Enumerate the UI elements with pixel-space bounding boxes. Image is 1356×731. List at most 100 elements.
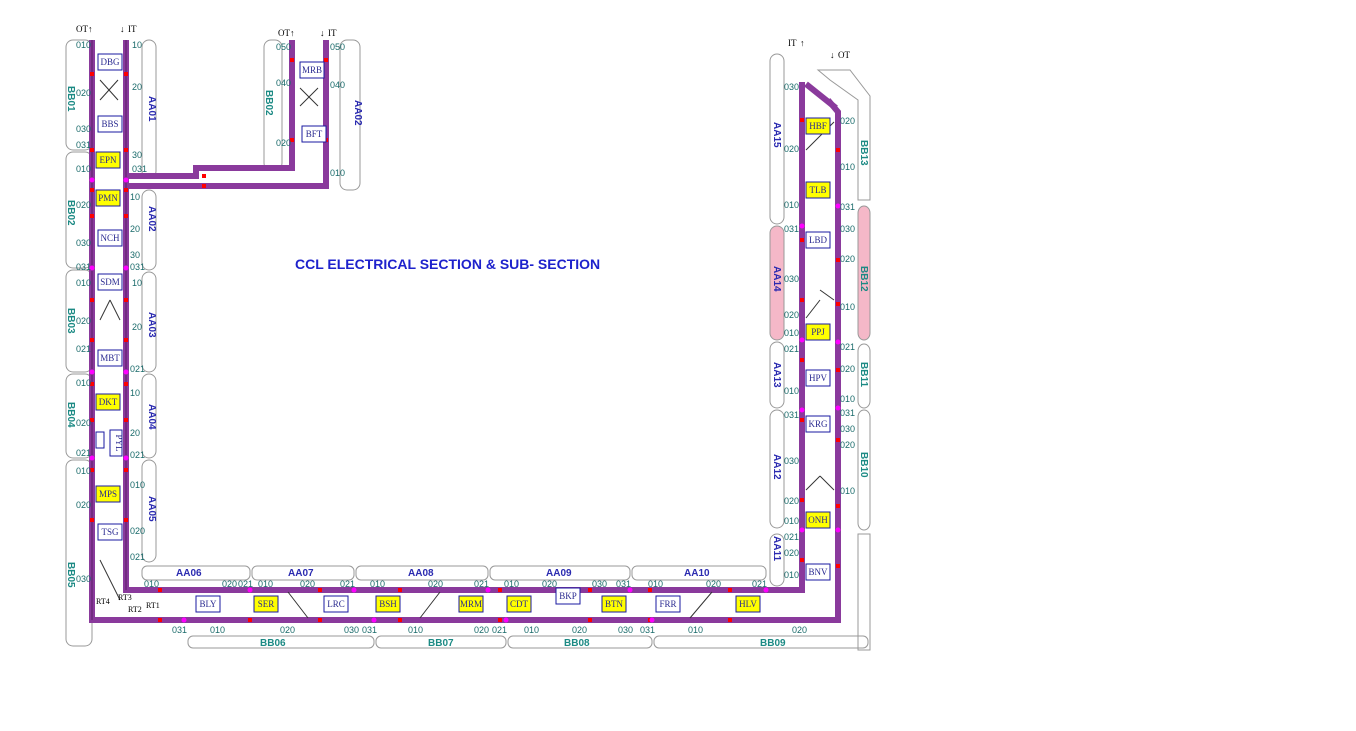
station-box	[601, 595, 627, 613]
station-code: PPJ	[811, 327, 825, 337]
station-dkt: DKT	[95, 393, 121, 411]
aa14-outline	[769, 225, 785, 341]
aa04-outline	[141, 373, 157, 459]
subsection-aa09: 030	[592, 579, 607, 589]
aa11-outline	[769, 533, 785, 587]
section-marker	[318, 588, 322, 592]
section-marker	[800, 118, 804, 122]
junction-marker	[835, 203, 841, 209]
junction-marker	[371, 617, 377, 623]
subsection-bb07: 021	[492, 625, 507, 635]
right-bottom-outline	[857, 533, 871, 651]
arrow-up-icon: ↑	[290, 28, 295, 38]
section-aa09: AA09	[546, 568, 572, 579]
route-label: RT1	[146, 601, 160, 610]
subsection-aa11: 021	[784, 532, 799, 542]
station-cdt: CDT	[506, 595, 532, 613]
station-mrb: MRB	[299, 61, 325, 79]
section-marker	[124, 298, 128, 302]
station-bsh: BSH	[375, 595, 401, 613]
station-bbs: BBS	[97, 115, 123, 133]
junction-marker	[89, 455, 95, 461]
station-code: DBG	[100, 57, 120, 67]
subsection-aa01: 20	[132, 82, 142, 92]
direction-mid-ot: OT ↑	[278, 28, 295, 38]
junction-marker	[835, 339, 841, 345]
station-nch: NCH	[97, 229, 123, 247]
section-aa07: AA07	[288, 568, 314, 579]
station-code: HPV	[809, 373, 828, 383]
station-box	[805, 181, 831, 199]
section-marker	[800, 498, 804, 502]
spur-it-track	[126, 40, 329, 189]
section-aa10: AA10	[684, 568, 710, 579]
subsection-aa02: 10	[130, 192, 140, 202]
section-marker	[648, 588, 652, 592]
section-marker	[90, 148, 94, 152]
station-lbd: LBD	[805, 231, 831, 249]
subsection-aa10: 020	[706, 579, 721, 589]
crossover-line	[299, 87, 319, 107]
bb09-outline	[653, 635, 869, 649]
station-box	[95, 189, 121, 207]
subsection-aa02: 20	[130, 224, 140, 234]
subsection-bb11: 020	[840, 364, 855, 374]
direction-left-it: ↓ IT	[120, 24, 137, 34]
diagram-title: CCL ELECTRICAL SECTION & SUB- SECTION	[295, 256, 601, 272]
aa10-outline	[631, 565, 767, 581]
section-marker	[318, 618, 322, 622]
aa02-top-outline	[339, 39, 361, 191]
section-marker	[90, 468, 94, 472]
junction-marker	[799, 407, 805, 413]
station-bft: BFT	[301, 125, 327, 143]
section-marker	[728, 618, 732, 622]
subsection-bb11: 010	[840, 394, 855, 404]
section-aa06: AA06	[176, 568, 202, 579]
section-marker	[588, 618, 592, 622]
bb12-outline	[857, 205, 871, 341]
subsection-bb05: 020	[76, 500, 91, 510]
station-box	[805, 415, 831, 433]
section-marker	[90, 518, 94, 522]
station-code: DKT	[99, 397, 118, 407]
section-marker	[836, 148, 840, 152]
direction-label: IT	[128, 24, 137, 34]
section-bb12: BB12	[858, 266, 869, 292]
subsection-aa15: 010	[784, 200, 799, 210]
station-box	[97, 349, 123, 367]
station-lrc: LRC	[323, 595, 349, 613]
aa02-outline	[141, 189, 157, 271]
section-bb02: BB02	[263, 90, 274, 116]
bb07-outline	[375, 635, 507, 649]
station-code: BBS	[101, 119, 118, 129]
subsection-aa04: 20	[130, 428, 140, 438]
station-code: FRR	[659, 599, 676, 609]
subsection-bb02-top: 050	[276, 42, 291, 52]
subsection-aa06: 021	[238, 579, 253, 589]
station-ser: SER	[253, 595, 279, 613]
section-marker	[836, 564, 840, 568]
station-box	[97, 523, 123, 541]
section-marker	[124, 188, 128, 192]
station-code: CDT	[510, 599, 529, 609]
subsection-aa15: 020	[784, 144, 799, 154]
subsection-bb09: 020	[792, 625, 807, 635]
subsection-aa02: 031	[130, 262, 145, 272]
station-box	[97, 273, 123, 291]
station-code: SER	[258, 599, 275, 609]
subsection-aa08: 010	[370, 579, 385, 589]
subsection-aa05: 020	[130, 526, 145, 536]
section-marker	[90, 382, 94, 386]
subsection-bb13: 031	[840, 202, 855, 212]
section-marker	[124, 468, 128, 472]
section-marker	[290, 58, 294, 62]
aa08-outline	[355, 565, 489, 581]
station-box	[253, 595, 279, 613]
station-ppj: PPJ	[805, 323, 831, 341]
subsection-bb07: 031	[362, 625, 377, 635]
subsection-bb03: 021	[76, 344, 91, 354]
section-marker	[800, 238, 804, 242]
subsection-aa14: 020	[784, 310, 799, 320]
station-dbg: DBG	[97, 53, 123, 71]
route-label: RT3	[118, 593, 132, 602]
